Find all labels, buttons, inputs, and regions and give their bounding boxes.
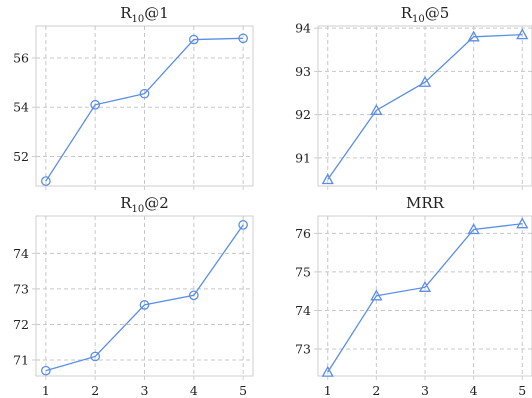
- data-point: [467, 223, 480, 235]
- y-tick-label: 94: [295, 21, 311, 36]
- y-tick-label: 73: [13, 281, 29, 296]
- series-line: [45, 224, 244, 372]
- y-tick-label: 54: [13, 100, 29, 115]
- y-tick-label: 93: [295, 64, 311, 79]
- data-point: [188, 290, 199, 301]
- data-point: [516, 217, 529, 229]
- y-tick-label: 73: [295, 342, 311, 357]
- x-tick-label: 3: [141, 383, 149, 398]
- data-point: [418, 75, 432, 87]
- y-tick-label: 92: [295, 107, 311, 122]
- y-tick-label: 52: [13, 149, 29, 164]
- data-point: [238, 33, 248, 44]
- subplot-1: 52 54 56 R10@1: [13, 4, 254, 190]
- data-point: [41, 176, 51, 186]
- subplot-title: R10@5: [401, 4, 450, 25]
- y-tick-label: 76: [295, 226, 311, 241]
- y-tick-label: 71: [13, 353, 29, 368]
- subplot-3: 1 2 3 4 5 71 72 73 74 R10@2: [13, 194, 254, 398]
- x-tick-label: 3: [421, 383, 429, 398]
- subplot-title: R10@2: [120, 194, 169, 215]
- data-point: [370, 289, 383, 301]
- y-tick-label: 91: [295, 150, 311, 165]
- x-tick-label: 5: [518, 383, 526, 398]
- data-point: [139, 88, 150, 99]
- data-point: [516, 28, 529, 40]
- subplot-title: R10@1: [120, 4, 169, 25]
- x-tick-label: 2: [372, 383, 380, 398]
- data-point: [321, 365, 334, 377]
- y-tick-label: 72: [13, 317, 29, 332]
- x-tick-label: 1: [42, 383, 50, 398]
- x-tick-label: 4: [470, 383, 478, 398]
- x-tick-label: 4: [190, 383, 198, 398]
- y-tick-label: 75: [295, 264, 311, 279]
- data-point: [370, 103, 383, 115]
- data-point: [467, 30, 480, 42]
- data-point: [139, 300, 150, 310]
- y-tick-label: 56: [13, 51, 29, 66]
- x-tick-label: 1: [324, 383, 332, 398]
- y-tick-label: 74: [13, 246, 29, 261]
- series-line: [327, 34, 523, 180]
- data-point: [188, 34, 199, 45]
- data-point: [418, 280, 432, 292]
- subplot-2: 91 92 93 94 R10@5: [295, 4, 532, 190]
- data-point: [41, 365, 51, 376]
- data-point: [90, 99, 101, 110]
- series-line: [45, 37, 244, 182]
- data-point: [321, 173, 334, 185]
- data-point: [90, 351, 101, 362]
- y-tick-label: 74: [295, 303, 311, 318]
- x-tick-label: 5: [239, 383, 247, 398]
- series-line: [327, 223, 523, 373]
- subplot-4: 1 2 3 4 5 73 74 75 76 MRR: [295, 194, 532, 398]
- x-tick-label: 2: [91, 383, 99, 398]
- subplot-title: MRR: [406, 194, 445, 212]
- data-point: [238, 220, 248, 230]
